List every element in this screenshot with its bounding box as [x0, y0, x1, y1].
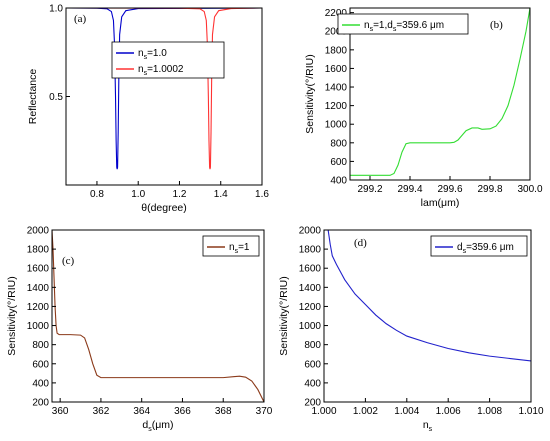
- x-axis-label-b: lam(μm): [421, 197, 460, 209]
- y-tick-label-c: 600: [32, 359, 49, 370]
- x-tick-label-d: 1.002: [353, 406, 378, 417]
- x-tick-label-b: 299.6: [437, 184, 462, 195]
- y-tick-label-d: 600: [304, 359, 321, 370]
- y-tick-label-d: 1000: [299, 321, 322, 332]
- panel-label-c: (c): [62, 255, 75, 267]
- y-tick-label-d: 1800: [299, 245, 322, 256]
- x-tick-label-c: 360: [52, 406, 69, 417]
- x-tick-label-b: 299.2: [357, 184, 382, 195]
- legend-box-a: [111, 41, 225, 79]
- x-tick-label-d: 1.006: [436, 406, 461, 417]
- x-tick-label-d: 1.000: [311, 406, 336, 417]
- x-tick-label-c: 368: [215, 406, 232, 417]
- y-tick-label-d: 1400: [299, 283, 322, 294]
- x-tick-label-b: 299.8: [477, 184, 502, 195]
- y-tick-label-d: 800: [304, 340, 321, 351]
- x-axis-label-a: θ(degree): [141, 202, 187, 214]
- y-tick-label-c: 1600: [27, 264, 50, 275]
- y-tick-label-c: 800: [32, 340, 49, 351]
- y-tick-label-b: 2200: [325, 8, 348, 19]
- panel-label-a: (a): [74, 13, 87, 25]
- chart-panel-a: 0.8 1.0 1.2 1.4 1.6 0.5 1.0 θ(degree) Reflectanc…: [27, 4, 269, 215]
- chart-panel-d: 1.000 1.002 1.004 1.006 1.008 1.010 200 400 600 8…: [278, 226, 544, 434]
- y-tick-label-b: 1200: [325, 101, 348, 112]
- y-tick-label-d: 200: [304, 398, 321, 409]
- x-tick-label-d: 1.010: [518, 406, 543, 417]
- y-tick-label-c: 2000: [27, 226, 50, 237]
- legend-label-b-0: ns=1,ds=359.6 μm: [364, 20, 444, 33]
- series-line-c-0: [52, 230, 264, 402]
- y-axis-label-d: Sensitivity(°/RIU): [278, 276, 290, 355]
- x-tick-label-a: 1.6: [255, 189, 269, 200]
- y-tick-label-b: 2000: [325, 27, 348, 38]
- x-tick-label-a: 1.0: [131, 189, 145, 200]
- x-tick-label-c: 362: [93, 406, 110, 417]
- x-tick-label-a: 0.8: [90, 189, 104, 200]
- x-tick-label-d: 1.008: [477, 406, 502, 417]
- y-tick-label-b: 600: [330, 157, 347, 168]
- x-tick-label-c: 366: [174, 406, 191, 417]
- legend-box-d: [430, 235, 528, 257]
- series-line-a-0: [66, 8, 262, 170]
- legend-label-a-0: ns=1.0: [138, 48, 167, 61]
- y-tick-label-b: 800: [330, 138, 347, 149]
- x-tick-label-a: 1.2: [173, 189, 187, 200]
- y-tick-label-c: 200: [32, 398, 49, 409]
- y-tick-label-b: 400: [330, 176, 347, 187]
- x-tick-label-c: 364: [133, 406, 150, 417]
- legend-label-a-1: ns=1.0002: [138, 64, 184, 77]
- series-line-d-0: [327, 230, 531, 362]
- x-tick-label-b: 300.0: [517, 184, 542, 195]
- chart-panel-b: 299.2 299.4 299.6 299.8 300.0 400 600 800 1000 12…: [304, 7, 543, 209]
- legend-box-b: [337, 13, 469, 35]
- plot-frame-b: [349, 7, 531, 181]
- y-tick-label-b: 1000: [325, 120, 348, 131]
- y-tick-label-c: 1200: [27, 302, 50, 313]
- plot-frame-a: [65, 7, 263, 186]
- y-tick-label-c: 1800: [27, 245, 50, 256]
- series-line-a-1: [66, 8, 262, 170]
- x-tick-label-b: 299.4: [397, 184, 422, 195]
- plot-frame-d: [323, 229, 532, 403]
- series-line-b-0: [350, 8, 530, 176]
- y-tick-label-c: 1000: [27, 321, 50, 332]
- x-tick-label-a: 1.4: [214, 189, 228, 200]
- plot-frame-c: [51, 229, 265, 403]
- panel-label-d: (d): [354, 237, 367, 249]
- x-tick-label-d: 1.004: [394, 406, 419, 417]
- y-tick-label-b: 1800: [325, 45, 348, 56]
- x-axis-label-d: ns: [423, 419, 433, 433]
- x-tick-label-c: 370: [256, 406, 273, 417]
- y-axis-label-b: Sensitivity(°/RIU): [304, 54, 316, 133]
- y-tick-label-c: 400: [32, 378, 49, 389]
- legend-label-d-0: ds=359.6 μm: [457, 242, 514, 255]
- y-tick-label-d: 2000: [299, 226, 322, 237]
- y-tick-label-d: 1200: [299, 302, 322, 313]
- legend-box-c: [202, 235, 260, 257]
- y-tick-label-b: 1600: [325, 64, 348, 75]
- x-axis-label-c: ds(μm): [142, 419, 173, 433]
- y-tick-label-c: 1400: [27, 283, 50, 294]
- legend-label-c-0: ns=1: [229, 242, 250, 255]
- y-axis-label-c: Sensitivity(°/RIU): [6, 276, 18, 355]
- panel-label-b: (b): [490, 19, 503, 31]
- y-tick-label-b: 1400: [325, 83, 348, 94]
- y-tick-label-a: 0.5: [49, 92, 63, 103]
- y-tick-label-d: 400: [304, 378, 321, 389]
- chart-panel-c: 360 362 364 366 368 370 200 400 600 800 1000 1200 14…: [6, 226, 273, 434]
- y-axis-label-a: Reflectance: [27, 69, 39, 125]
- y-tick-label-a: 1.0: [49, 4, 63, 15]
- y-tick-label-d: 1600: [299, 264, 322, 275]
